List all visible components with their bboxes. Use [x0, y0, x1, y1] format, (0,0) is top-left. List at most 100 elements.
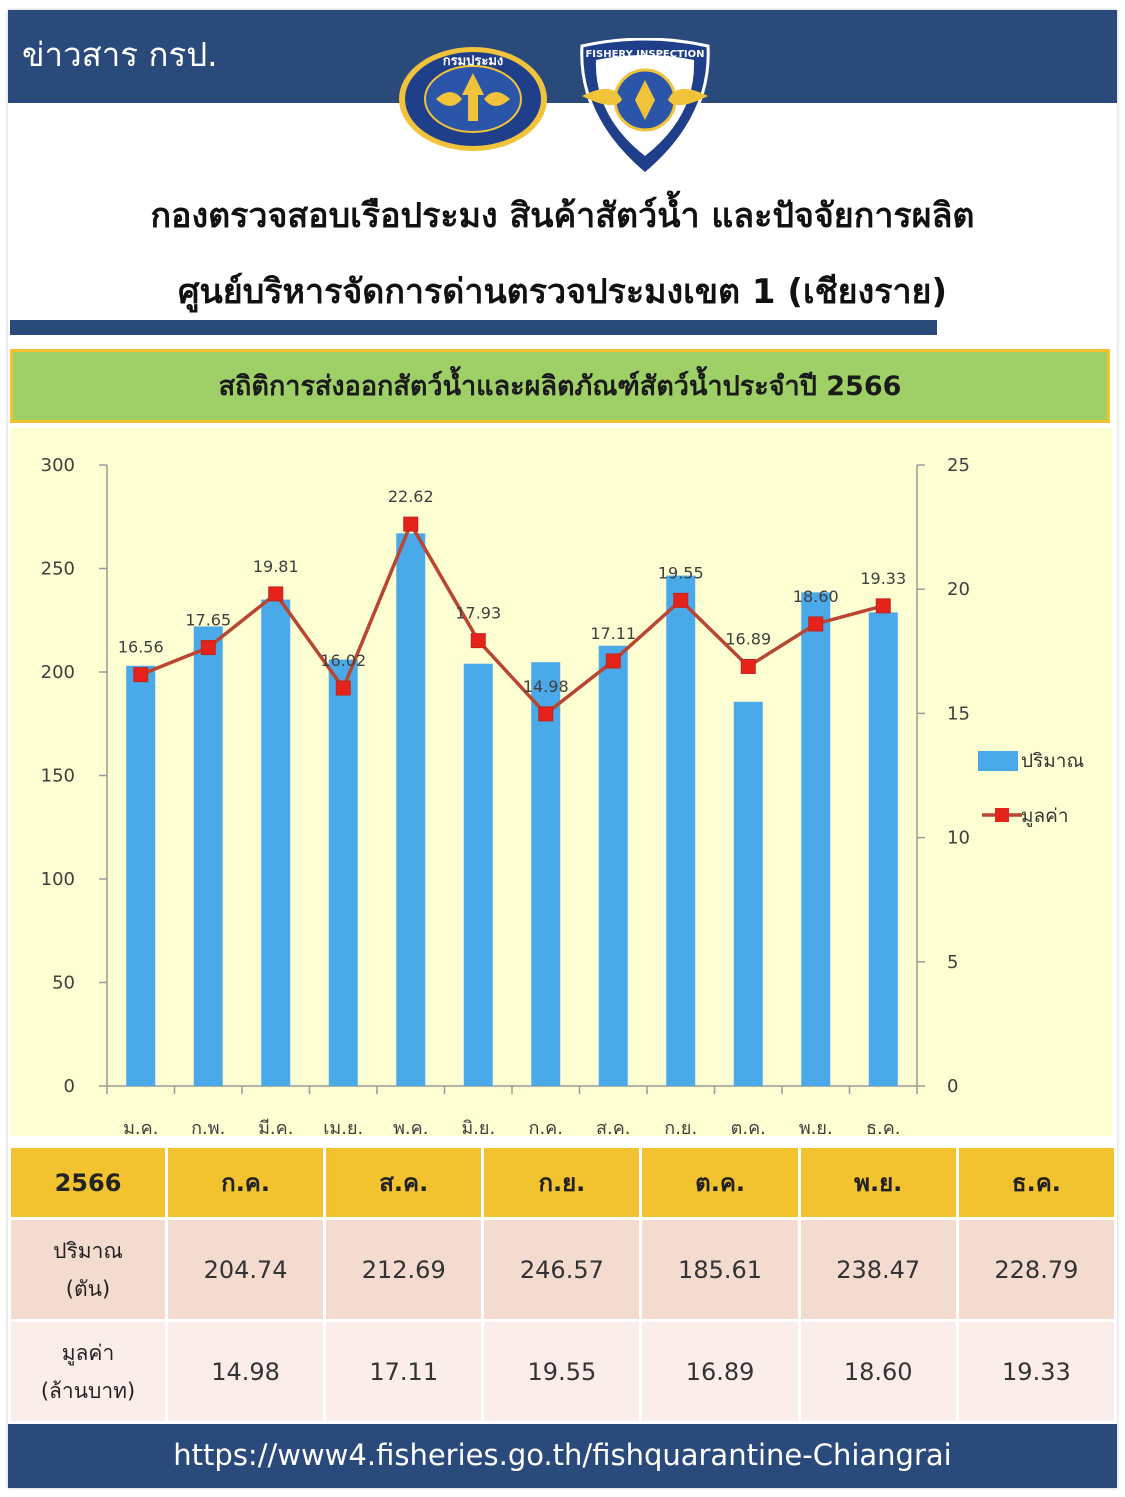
row-label-text: มูลค่า	[61, 1340, 115, 1365]
x-tick-label: ส.ค.	[596, 1118, 630, 1136]
x-tick-label: ธ.ค.	[866, 1118, 900, 1136]
data-label-value: 19.33	[860, 569, 906, 588]
y-tick-label-left: 200	[41, 662, 75, 683]
data-label-value: 17.93	[455, 604, 501, 623]
line-marker	[740, 658, 756, 674]
data-label-value: 18.60	[793, 587, 839, 606]
svg-text:FISHERY INSPECTION: FISHERY INSPECTION	[585, 49, 704, 60]
line-marker	[470, 633, 486, 649]
bar-quantity	[396, 533, 426, 1086]
bar-quantity	[261, 599, 291, 1086]
line-marker	[673, 592, 689, 608]
data-table: 2566 ก.ค. ส.ค. ก.ย. ต.ค. พ.ย. ธ.ค. ปริมา…	[8, 1145, 1118, 1424]
line-marker	[403, 516, 419, 532]
x-tick-label: พ.ค.	[393, 1118, 428, 1136]
y-tick-label-left: 0	[64, 1076, 75, 1097]
legend-swatch-quantity	[978, 751, 1018, 771]
y-tick-label-left: 250	[41, 559, 75, 580]
table-cell: 19.55	[481, 1319, 643, 1424]
data-label-value: 17.11	[590, 624, 636, 643]
line-marker	[200, 640, 216, 656]
y-tick-label-right: 10	[947, 828, 970, 849]
row-label-quantity: ปริมาณ (ตัน)	[8, 1217, 168, 1322]
table-header-month: ส.ค.	[323, 1145, 485, 1220]
top-bar	[8, 10, 1117, 103]
line-marker	[808, 616, 824, 632]
bar-quantity	[801, 592, 831, 1086]
y-tick-label-right: 20	[947, 579, 970, 600]
table-cell: 238.47	[797, 1217, 959, 1322]
line-value	[140, 520, 884, 717]
x-tick-label: ม.ค.	[123, 1118, 158, 1136]
bar-quantity	[733, 701, 763, 1086]
y-tick-label-right: 15	[947, 703, 970, 724]
bar-quantity	[126, 665, 156, 1086]
table-cell: 19.33	[955, 1319, 1118, 1424]
svg-text:กรมประมง: กรมประมง	[443, 54, 504, 69]
data-label-value: 16.89	[725, 629, 771, 648]
x-tick-label: ต.ค.	[731, 1118, 766, 1136]
line-marker	[335, 680, 351, 696]
bar-quantity	[531, 662, 561, 1086]
table-header-month: ธ.ค.	[955, 1145, 1118, 1220]
table-row: ปริมาณ (ตัน) 204.74 212.69 246.57 185.61…	[8, 1217, 1118, 1322]
row-label-text: ปริมาณ	[53, 1238, 123, 1263]
y-tick-label-left: 300	[41, 455, 75, 476]
table-header-month: ก.ค.	[164, 1145, 327, 1220]
table-row: มูลค่า (ล้านบาท) 14.98 17.11 19.55 16.89…	[8, 1319, 1118, 1424]
y-tick-label-right: 5	[947, 952, 958, 973]
page-title-line-1: กองตรวจสอบเรือประมง สินค้าสัตว์น้ำ และปั…	[150, 196, 975, 236]
department-seal-logo: กรมประมง	[399, 47, 547, 151]
y-tick-label-left: 150	[41, 766, 75, 787]
brand-title: ข่าวสาร กรป.	[22, 35, 218, 74]
chart-banner: สถิติการส่งออกสัตว์น้ำและผลิตภัณฑ์สัตว์น…	[10, 349, 1110, 423]
y-tick-label-left: 50	[52, 973, 75, 994]
data-label-value: 16.56	[118, 638, 164, 657]
table-cell: 18.60	[797, 1319, 959, 1424]
combo-chart: 0 50 100 150 200 250 300 0 5 10 15 20 25 ม.ค. ก.พ. มี.ค…	[41, 455, 1084, 1136]
y-tick-label-left: 100	[41, 869, 75, 890]
table-header-month: ต.ค.	[639, 1145, 801, 1220]
x-tick-label: มี.ค.	[258, 1118, 293, 1136]
y-tick-label-right: 25	[947, 455, 970, 476]
table-cell: 246.57	[481, 1217, 643, 1322]
chart-title: สถิติการส่งออกสัตว์น้ำและผลิตภัณฑ์สัตว์น…	[218, 371, 902, 402]
table-cell: 16.89	[639, 1319, 801, 1424]
data-label-value: 14.98	[523, 677, 569, 696]
data-label-value: 22.62	[388, 487, 434, 506]
table-header-month: พ.ย.	[797, 1145, 959, 1220]
bar-quantity	[598, 645, 628, 1086]
row-label-unit: (ล้านบาท)	[40, 1378, 136, 1403]
line-marker	[268, 586, 284, 602]
table-corner: 2566	[8, 1145, 168, 1220]
table-header-month: ก.ย.	[481, 1145, 643, 1220]
x-tick-label: พ.ย.	[799, 1118, 833, 1136]
x-tick-label: ก.พ.	[191, 1118, 225, 1136]
bar-quantity	[193, 626, 223, 1086]
line-marker	[605, 653, 621, 669]
table-cell: 228.79	[955, 1217, 1118, 1322]
table-cell: 14.98	[164, 1319, 327, 1424]
x-tick-label: เม.ย.	[323, 1118, 363, 1136]
data-label-value: 19.81	[253, 557, 299, 576]
x-tick-label: มิ.ย.	[461, 1118, 495, 1136]
legend-label-quantity: ปริมาณ	[1021, 750, 1084, 772]
page-title-line-2: ศูนย์บริหารจัดการด่านตรวจประมงเขต 1 (เชี…	[177, 272, 948, 312]
table-header-row: 2566 ก.ค. ส.ค. ก.ย. ต.ค. พ.ย. ธ.ค.	[8, 1145, 1118, 1220]
bar-quantity	[463, 663, 493, 1086]
line-marker	[133, 667, 149, 683]
bar-quantity	[666, 575, 696, 1086]
line-marker	[875, 598, 891, 614]
chart-area: 0 50 100 150 200 250 300 0 5 10 15 20 25 ม.ค. ก.พ. มี.ค…	[10, 428, 1112, 1136]
legend-swatch-value-marker	[995, 808, 1009, 822]
footer-url[interactable]: https://www4.fisheries.go.th/fishquarant…	[8, 1424, 1117, 1488]
table-cell: 17.11	[323, 1319, 485, 1424]
data-label-value: 16.02	[320, 651, 366, 670]
table-cell: 212.69	[323, 1217, 485, 1322]
line-marker	[538, 706, 554, 722]
legend-label-value: มูลค่า	[1021, 805, 1069, 827]
data-label-value: 19.55	[658, 563, 704, 582]
row-label-value: มูลค่า (ล้านบาท)	[8, 1319, 168, 1424]
bar-quantity	[868, 612, 898, 1086]
data-label-value: 17.65	[185, 611, 231, 630]
